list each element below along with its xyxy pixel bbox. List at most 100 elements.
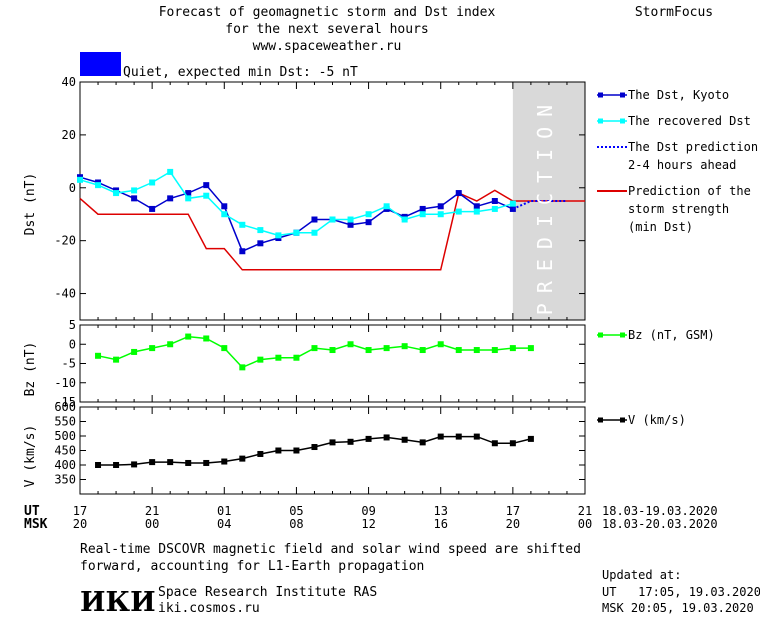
- legend-dst-prediction: The Dst prediction 2-4 hours ahead: [597, 140, 758, 172]
- data-point: [347, 341, 354, 348]
- time-axis-ticks: 17 21 01 05 09 13 17 21 20 00 04 08 12 16 20 00: [73, 504, 592, 531]
- ut-axis-label: UT: [24, 504, 40, 519]
- data-point: [365, 347, 372, 354]
- legend-dst-kyoto: The Dst, Kyoto: [597, 88, 729, 102]
- data-point: [257, 450, 264, 457]
- legend-v-label: V (km/s): [628, 413, 686, 427]
- msk-axis-label: MSK: [24, 517, 48, 532]
- data-point: [131, 461, 138, 468]
- y-tick-label: 0: [69, 181, 76, 195]
- prediction-band-label: PREDICTION: [533, 95, 557, 315]
- data-point: [185, 459, 192, 466]
- msk-date-range: 18.03-20.03.2020: [602, 517, 718, 531]
- data-point: [257, 240, 264, 247]
- data-point: [455, 208, 462, 215]
- data-point: [473, 433, 480, 440]
- updated-label: Updated at:: [602, 568, 681, 582]
- ut-tick-label: 09: [361, 504, 375, 518]
- data-point: [383, 203, 390, 210]
- ut-tick-label: 13: [433, 504, 447, 518]
- data-point: [509, 440, 516, 447]
- y-tick-label: 5: [69, 318, 76, 332]
- dst-panel: 40 20 0 -20 -40: [54, 75, 586, 321]
- footer-note-1: Real-time DSCOVR magnetic field and sola…: [80, 542, 581, 557]
- data-point: [185, 195, 192, 202]
- data-point: [95, 182, 102, 189]
- msk-tick-label: 16: [433, 517, 447, 531]
- data-point: [401, 216, 408, 223]
- legend-storm-label-3: (min Dst): [628, 220, 693, 234]
- data-point: [437, 433, 444, 440]
- data-point: [491, 440, 498, 447]
- iki-logo: ИКИ: [80, 587, 156, 618]
- data-point: [113, 356, 120, 363]
- msk-tick-label: 20: [506, 517, 520, 531]
- series-line: [79, 189, 585, 271]
- msk-tick-label: 20: [73, 517, 87, 531]
- data-point: [257, 227, 264, 234]
- data-point: [491, 205, 498, 212]
- legend-storm-strength: Prediction of the storm strength (min Ds…: [597, 184, 751, 234]
- data-point: [203, 182, 210, 189]
- title-line-2: for the next several hours: [225, 22, 429, 37]
- data-point: [221, 211, 228, 218]
- y-tick-label: 20: [62, 128, 76, 142]
- legend-bz-label: Bz (nT, GSM): [628, 328, 715, 342]
- data-point: [509, 200, 516, 207]
- data-point: [293, 447, 300, 454]
- data-point: [401, 343, 408, 350]
- data-point: [419, 205, 426, 212]
- legend-v: V (km/s): [597, 413, 686, 427]
- data-point: [455, 433, 462, 440]
- ut-tick-label: 21: [145, 504, 159, 518]
- data-point: [329, 439, 336, 446]
- y-tick-label: -20: [54, 234, 76, 248]
- ut-tick-label: 01: [217, 504, 231, 518]
- legend-dst-kyoto-label: The Dst, Kyoto: [628, 88, 729, 102]
- panel-frame: [79, 81, 586, 321]
- y-tick-label: 400: [54, 458, 76, 472]
- msk-tick-label: 08: [289, 517, 303, 531]
- data-point: [275, 232, 282, 239]
- data-point: [167, 341, 174, 348]
- data-point: [239, 248, 246, 255]
- legend-dst-recovered-label: The recovered Dst: [628, 114, 751, 128]
- bz-axis-label: Bz (nT): [23, 342, 38, 397]
- data-point: [221, 458, 228, 465]
- series-line: [79, 170, 514, 237]
- brand-label: StormFocus: [635, 5, 713, 20]
- data-point: [203, 192, 210, 199]
- data-point: [293, 354, 300, 361]
- data-point: [167, 459, 174, 466]
- data-point: [419, 439, 426, 446]
- data-point: [473, 208, 480, 215]
- institute-site[interactable]: iki.cosmos.ru: [158, 601, 260, 616]
- ut-tick-label: 21: [578, 504, 592, 518]
- status-color-swatch: [80, 52, 121, 76]
- data-point: [347, 438, 354, 445]
- legend-storm-label-1: Prediction of the: [628, 184, 751, 198]
- data-point: [419, 347, 426, 354]
- dst-axis-label: Dst (nT): [23, 173, 38, 236]
- data-point: [77, 176, 83, 183]
- data-point: [329, 216, 336, 223]
- legend-dst-recovered: The recovered Dst: [597, 114, 751, 128]
- data-point: [95, 352, 102, 359]
- data-point: [455, 190, 462, 197]
- data-point: [437, 211, 444, 218]
- y-tick-label: -10: [54, 376, 76, 390]
- data-point: [221, 345, 228, 352]
- data-point: [347, 221, 354, 228]
- series-line: [97, 335, 531, 369]
- data-point: [365, 435, 372, 442]
- legend-bz: Bz (nT, GSM): [597, 328, 715, 342]
- title-line-3[interactable]: www.spaceweather.ru: [253, 39, 402, 54]
- panel-frame: [79, 324, 586, 403]
- data-point: [329, 347, 336, 354]
- data-point: [527, 435, 534, 442]
- data-point: [473, 347, 480, 354]
- msk-tick-label: 00: [578, 517, 592, 531]
- data-point: [131, 195, 138, 202]
